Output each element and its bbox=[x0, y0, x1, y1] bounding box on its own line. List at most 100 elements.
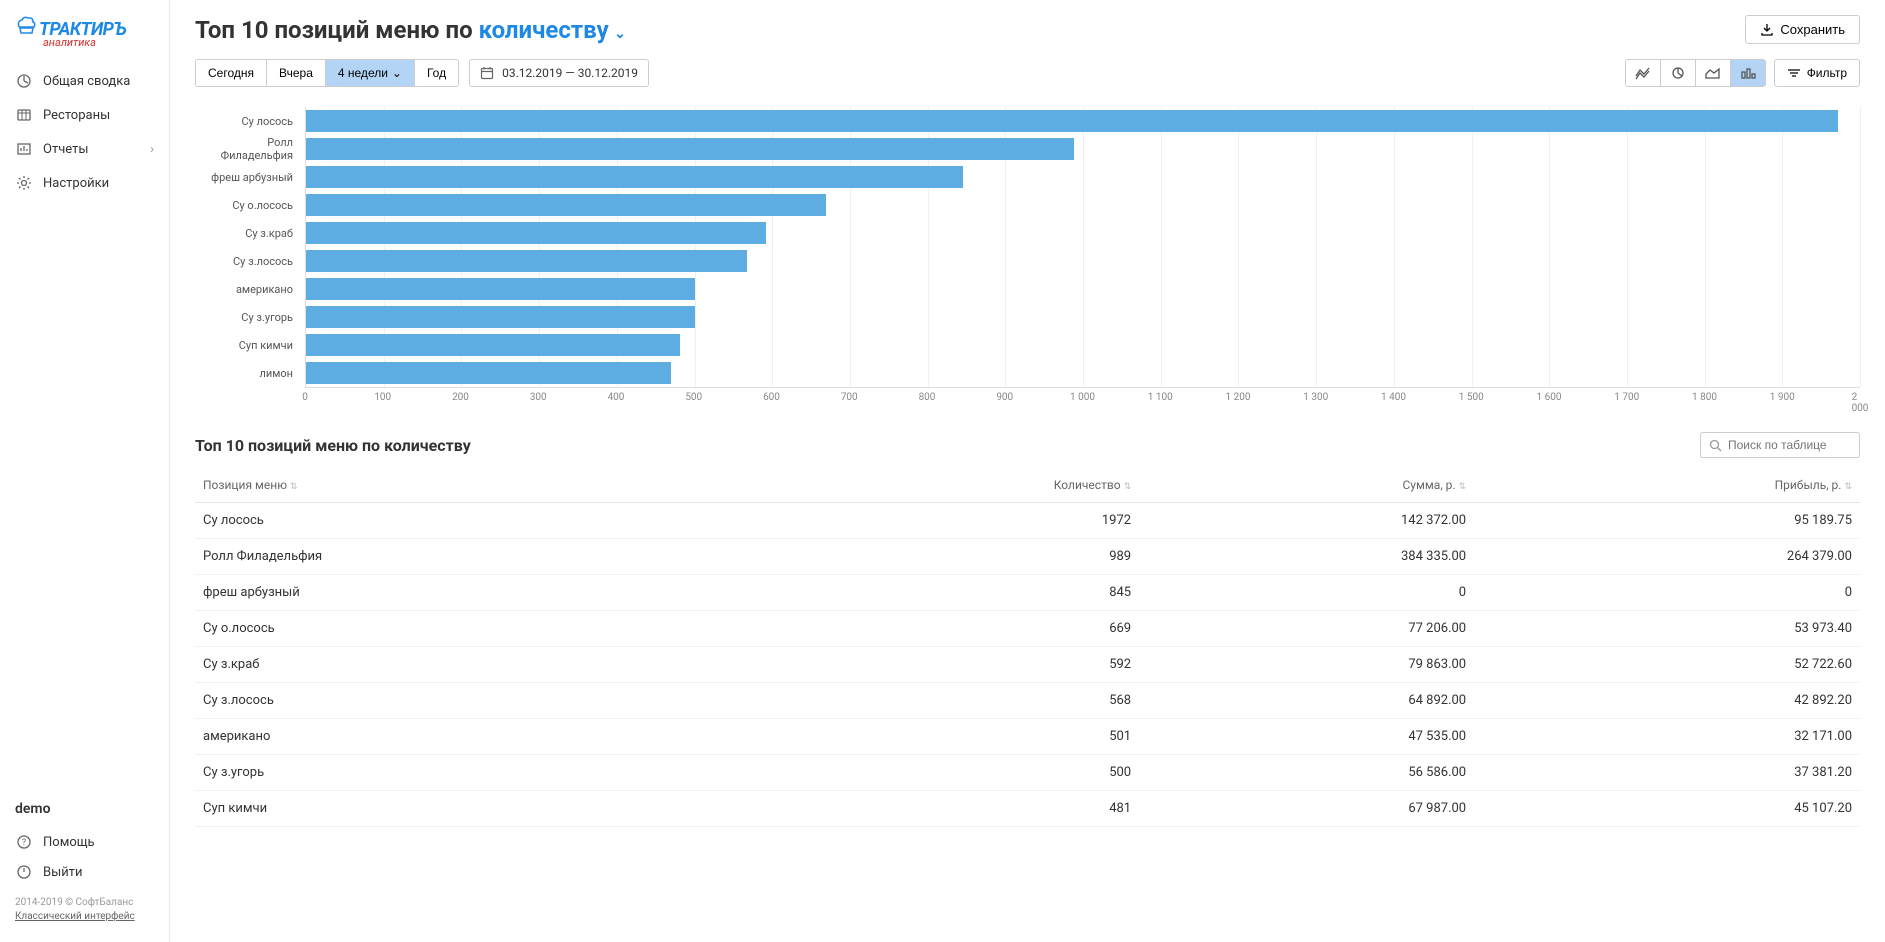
table-row[interactable]: Ролл Филадельфия989384 335.00264 379.00 bbox=[195, 539, 1860, 575]
chart-bar-track bbox=[305, 219, 1860, 247]
sort-icon: ⇅ bbox=[1844, 482, 1852, 492]
download-icon bbox=[1760, 23, 1774, 37]
table-row[interactable]: фреш арбузный84500 bbox=[195, 575, 1860, 611]
chart-bar-button[interactable] bbox=[1731, 60, 1765, 86]
table-cell: 0 bbox=[1474, 575, 1860, 611]
chart-bar[interactable] bbox=[306, 250, 747, 272]
save-button[interactable]: Сохранить bbox=[1745, 15, 1860, 44]
table-cell: фреш арбузный bbox=[195, 575, 753, 611]
table-search[interactable] bbox=[1700, 432, 1860, 458]
sort-icon: ⇅ bbox=[290, 482, 298, 492]
table-row[interactable]: Су о.лосось66977 206.0053 973.40 bbox=[195, 611, 1860, 647]
table-search-input[interactable] bbox=[1728, 438, 1851, 452]
table-cell: 95 189.75 bbox=[1474, 503, 1860, 539]
nav-item-restaurants[interactable]: Рестораны bbox=[0, 98, 169, 132]
chart-pie-button[interactable] bbox=[1661, 60, 1696, 86]
chart-bar[interactable] bbox=[306, 194, 826, 216]
logout-label: Выйти bbox=[43, 865, 82, 880]
table-title: Топ 10 позиций меню по количеству bbox=[195, 436, 471, 455]
axis-tick: 1 100 bbox=[1148, 392, 1173, 403]
chart-bar-track bbox=[305, 359, 1860, 387]
nav-item-reports[interactable]: Отчеты › bbox=[0, 132, 169, 166]
table-row[interactable]: Су з.лосось56864 892.0042 892.20 bbox=[195, 683, 1860, 719]
title-prefix: Топ 10 позиций меню по bbox=[195, 16, 479, 44]
table-row[interactable]: американо50147 535.0032 171.00 bbox=[195, 719, 1860, 755]
table-cell: 142 372.00 bbox=[1139, 503, 1474, 539]
chart-bar-label: Ролл Филадельфия bbox=[195, 136, 305, 162]
table-column-header[interactable]: Прибыль, р.⇅ bbox=[1474, 468, 1860, 503]
table-row[interactable]: Су з.угорь50056 586.0037 381.20 bbox=[195, 755, 1860, 791]
chart-bar-track bbox=[305, 331, 1860, 359]
table-cell: 592 bbox=[753, 647, 1139, 683]
chart-bar-row: Су з.лосось bbox=[195, 247, 1860, 275]
filter-button[interactable]: Фильтр bbox=[1774, 59, 1860, 87]
period-option[interactable]: Год bbox=[415, 60, 458, 86]
table-cell: 669 bbox=[753, 611, 1139, 647]
table-row[interactable]: Су з.краб59279 863.0052 722.60 bbox=[195, 647, 1860, 683]
axis-tick: 500 bbox=[685, 392, 702, 403]
table-cell: 568 bbox=[753, 683, 1139, 719]
logout-icon bbox=[15, 863, 33, 881]
period-selector: СегодняВчера4 недели ⌄Год bbox=[195, 59, 459, 87]
logo[interactable]: ТРАКТИРЪ аналитика bbox=[0, 10, 169, 64]
table-cell: 79 863.00 bbox=[1139, 647, 1474, 683]
chart-bar-label: Су з.краб bbox=[195, 227, 305, 240]
sidebar-footer: demo ? Помощь Выйти 2014-2019 © СофтБала… bbox=[0, 791, 169, 932]
table-cell: 56 586.00 bbox=[1139, 755, 1474, 791]
nav-item-settings[interactable]: Настройки bbox=[0, 166, 169, 200]
table-cell: 501 bbox=[753, 719, 1139, 755]
chart-bar[interactable] bbox=[306, 306, 695, 328]
calendar-icon bbox=[480, 66, 494, 80]
axis-tick: 800 bbox=[919, 392, 936, 403]
chart-bar[interactable] bbox=[306, 110, 1838, 132]
nav-item-summary[interactable]: Общая сводка bbox=[0, 64, 169, 98]
chart-bar-row: фреш арбузный bbox=[195, 163, 1860, 191]
chart-bar[interactable] bbox=[306, 222, 766, 244]
chart-bar[interactable] bbox=[306, 362, 671, 384]
copyright: 2014-2019 © СофтБаланс bbox=[15, 897, 154, 908]
axis-tick: 1 700 bbox=[1614, 392, 1639, 403]
axis-tick: 1 400 bbox=[1381, 392, 1406, 403]
sidebar: ТРАКТИРЪ аналитика Общая сводка Ресторан… bbox=[0, 0, 170, 942]
main-content: Топ 10 позиций меню по количеству ⌄ Сохр… bbox=[170, 0, 1885, 942]
table-cell: Ролл Филадельфия bbox=[195, 539, 753, 575]
save-label: Сохранить bbox=[1780, 22, 1845, 37]
chart-bar[interactable] bbox=[306, 278, 695, 300]
chart-bar-row: Су з.угорь bbox=[195, 303, 1860, 331]
table-column-header[interactable]: Позиция меню⇅ bbox=[195, 468, 753, 503]
table-header-row: Топ 10 позиций меню по количеству bbox=[195, 432, 1860, 458]
period-option[interactable]: Сегодня bbox=[196, 60, 267, 86]
chart-line-button[interactable] bbox=[1626, 60, 1661, 86]
chevron-down-icon: ⌄ bbox=[611, 26, 626, 42]
table-row[interactable]: Суп кимчи48167 987.0045 107.20 bbox=[195, 791, 1860, 827]
chart-area-button[interactable] bbox=[1696, 60, 1731, 86]
chart-bar-track bbox=[305, 107, 1860, 135]
period-option[interactable]: Вчера bbox=[267, 60, 326, 86]
gear-icon bbox=[15, 174, 33, 192]
table-cell: 47 535.00 bbox=[1139, 719, 1474, 755]
chevron-right-icon: › bbox=[150, 142, 154, 157]
chart-x-axis: 01002003004005006007008009001 0001 1001 … bbox=[305, 387, 1860, 407]
chart-bar-label: Су з.лосось bbox=[195, 255, 305, 268]
logout-link[interactable]: Выйти bbox=[15, 857, 154, 887]
nav-label: Рестораны bbox=[43, 108, 110, 123]
title-metric-dropdown[interactable]: количеству ⌄ bbox=[479, 16, 626, 44]
axis-tick: 600 bbox=[763, 392, 780, 403]
sort-icon: ⇅ bbox=[1459, 482, 1467, 492]
period-option[interactable]: 4 недели ⌄ bbox=[326, 60, 415, 86]
table-cell: Су з.лосось bbox=[195, 683, 753, 719]
classic-link[interactable]: Классический интерфейс bbox=[15, 911, 154, 922]
chart-type-selector bbox=[1625, 59, 1766, 87]
table-column-header[interactable]: Количество⇅ bbox=[753, 468, 1139, 503]
chart-bar[interactable] bbox=[306, 138, 1074, 160]
data-table: Позиция меню⇅Количество⇅Сумма, р.⇅Прибыл… bbox=[195, 468, 1860, 827]
filter-icon bbox=[1787, 66, 1801, 80]
chart-bar[interactable] bbox=[306, 334, 680, 356]
table-column-header[interactable]: Сумма, р.⇅ bbox=[1139, 468, 1474, 503]
logo-hat-icon bbox=[15, 15, 37, 35]
help-link[interactable]: ? Помощь bbox=[15, 827, 154, 857]
chart-bar[interactable] bbox=[306, 166, 963, 188]
table-row[interactable]: Су лосось1972142 372.0095 189.75 bbox=[195, 503, 1860, 539]
date-range-picker[interactable]: 03.12.2019 — 30.12.2019 bbox=[469, 59, 649, 87]
chart-bar-label: Суп кимчи bbox=[195, 339, 305, 352]
